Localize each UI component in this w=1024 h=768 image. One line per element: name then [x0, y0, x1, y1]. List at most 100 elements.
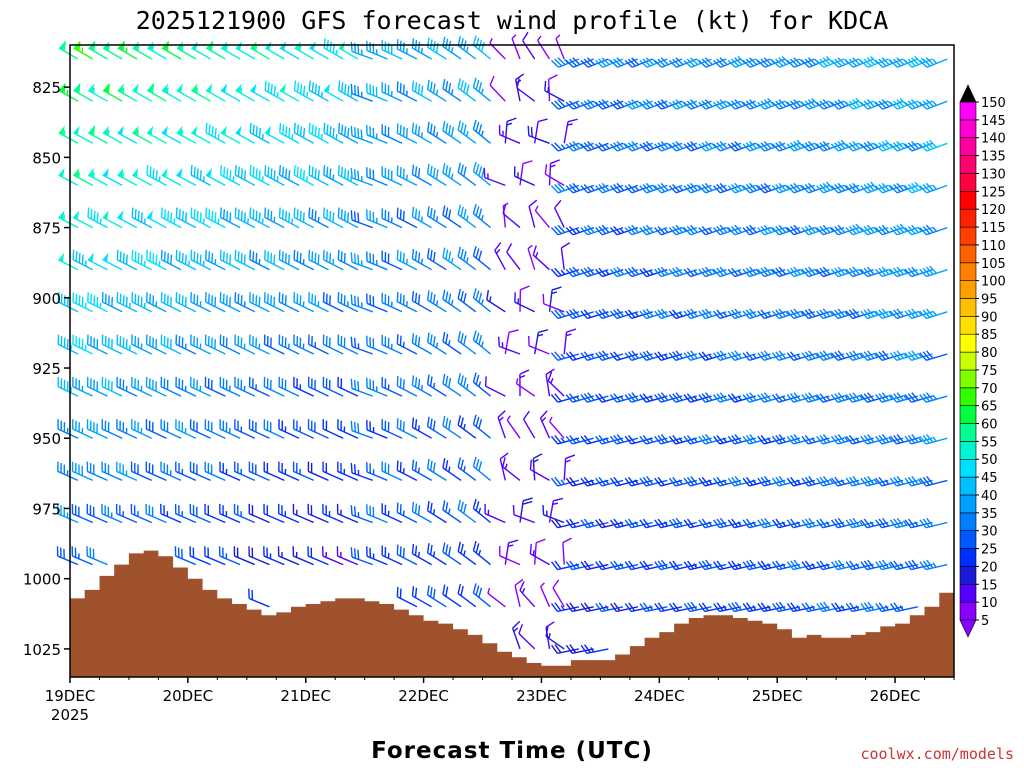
barb-half — [537, 35, 542, 41]
barb-half — [110, 512, 113, 518]
barb-staff — [497, 417, 506, 439]
barb-full — [922, 184, 931, 193]
barb-staff — [852, 479, 874, 487]
barb-staff — [705, 311, 727, 320]
wind-barb — [529, 543, 550, 566]
wind-barb — [411, 333, 432, 355]
wind-barb — [396, 418, 418, 439]
barb-full — [598, 225, 607, 235]
wind-barb — [307, 419, 329, 439]
wind-barb — [250, 41, 270, 60]
barb-full — [384, 420, 387, 431]
barb-staff — [205, 301, 226, 313]
barb-full — [442, 458, 446, 469]
barb-full — [698, 59, 707, 68]
barb-full — [529, 543, 532, 554]
wind-barb — [350, 420, 373, 439]
barb-full — [675, 141, 684, 150]
barb-full — [417, 210, 421, 221]
wind-barb — [457, 457, 477, 481]
barb-full — [417, 336, 421, 347]
barb-staff — [72, 259, 94, 271]
barb-full — [889, 603, 897, 612]
barb-full — [550, 59, 559, 68]
barb-full — [609, 185, 618, 194]
barb-full — [460, 248, 464, 259]
barb-full — [628, 476, 636, 486]
barb-staff — [72, 428, 93, 439]
barb-half — [480, 130, 484, 137]
barb-full — [727, 394, 736, 403]
barb-full — [314, 210, 317, 221]
barb-full — [285, 210, 288, 221]
barb-full — [624, 101, 633, 110]
barb-full — [478, 587, 483, 598]
barb-full — [381, 250, 383, 261]
barb-full — [609, 435, 618, 445]
barb-staff — [586, 479, 609, 487]
barb-staff — [427, 552, 447, 566]
barb-staff — [58, 132, 79, 144]
wind-barb — [411, 543, 432, 566]
barb-full — [350, 420, 353, 431]
barb-half — [284, 511, 287, 517]
barb-staff — [881, 395, 904, 403]
chart-title: 2025121900 GFS forecast wind profile (kt… — [136, 6, 889, 35]
barb-staff — [412, 553, 432, 566]
barb-half — [902, 268, 908, 274]
barb-half — [92, 87, 95, 94]
wind-barb — [278, 334, 300, 355]
barb-full — [734, 57, 743, 66]
wind-barb — [396, 249, 418, 271]
wind-barb — [442, 289, 462, 313]
barb-full — [399, 462, 402, 472]
barb-half — [604, 269, 610, 275]
barb-full — [384, 209, 387, 220]
barb-staff — [190, 470, 211, 482]
wind-barb — [277, 546, 300, 566]
barb-full — [804, 58, 813, 67]
wind-barb — [904, 559, 933, 571]
barb-half — [390, 217, 393, 223]
barb-full — [350, 336, 353, 347]
barb-full — [288, 254, 290, 265]
barb-staff — [366, 513, 388, 524]
barb-full — [804, 142, 813, 151]
barb-full — [804, 560, 812, 570]
wind-barb — [350, 547, 373, 566]
barb-full — [624, 143, 633, 152]
barb-full — [675, 266, 684, 275]
barb-pennant — [58, 168, 65, 178]
barb-staff — [278, 343, 300, 355]
barb-half — [281, 552, 283, 558]
barb-staff — [279, 259, 300, 271]
barb-staff — [442, 130, 462, 144]
wind-barb — [457, 246, 477, 271]
barb-staff — [397, 216, 418, 229]
barb-staff — [57, 386, 79, 397]
barb-full — [642, 100, 651, 109]
barb-staff — [689, 606, 712, 613]
barb-full — [75, 251, 78, 262]
barb-full — [583, 476, 592, 486]
barb-full — [731, 560, 739, 570]
wind-barb — [845, 350, 874, 361]
barb-full — [145, 334, 148, 345]
wind-barb — [86, 376, 108, 397]
barb-staff — [337, 259, 359, 271]
barb-half — [376, 49, 378, 55]
barb-full — [860, 519, 868, 529]
barb-full — [701, 58, 710, 67]
barb-full — [852, 224, 860, 233]
barb-staff — [457, 87, 477, 102]
wind-barb — [502, 457, 521, 481]
barb-full — [878, 142, 887, 151]
barb-full — [417, 168, 421, 179]
barb-half — [932, 184, 937, 190]
barb-full — [311, 166, 314, 177]
wind-barb — [411, 586, 432, 608]
barb-staff — [793, 606, 815, 613]
wind-barb — [426, 332, 447, 355]
barb-full — [819, 309, 827, 318]
barb-full — [775, 393, 783, 402]
